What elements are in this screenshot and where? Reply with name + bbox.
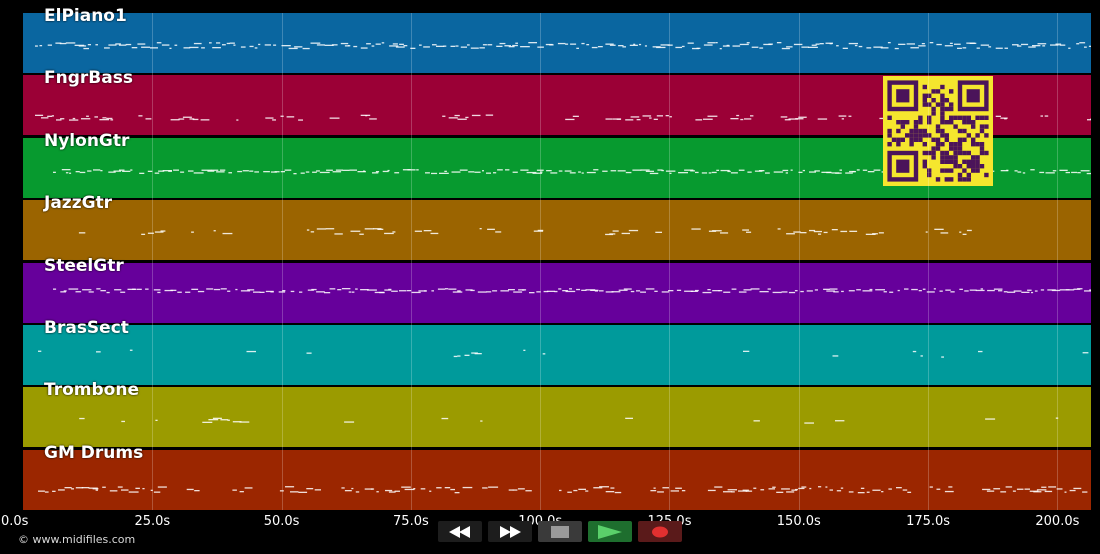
time-tick-label: 50.0s — [263, 514, 300, 529]
grid-line — [1057, 13, 1059, 510]
track-lane[interactable]: GM Drums — [23, 443, 1091, 510]
stop-button[interactable] — [538, 521, 582, 542]
track-lane[interactable]: BrasSect — [23, 318, 1091, 385]
grid-line — [798, 13, 800, 510]
track-name: FngrBass — [44, 68, 133, 88]
grid-line — [669, 13, 671, 510]
qr-code — [883, 76, 993, 186]
track-lanes: ElPiano1 FngrBass NylonGtr JazzGtr SteelGtr B… — [23, 6, 1091, 510]
play-button[interactable] — [588, 521, 632, 542]
rewind-icon — [449, 525, 470, 538]
stop-icon — [551, 525, 569, 538]
track-lane[interactable]: JazzGtr — [23, 193, 1091, 260]
transport-controls — [438, 521, 682, 543]
grid-line — [928, 13, 930, 510]
copyright-text: © www.midifiles.com — [18, 533, 136, 546]
time-tick-label: 175.0s — [906, 514, 951, 529]
fast-forward-button[interactable] — [488, 521, 532, 542]
grid-line — [410, 13, 412, 510]
track-name: ElPiano1 — [44, 6, 127, 26]
rewind-button[interactable] — [438, 521, 482, 542]
time-tick-label: 0.0s — [1, 514, 29, 529]
track-name: JazzGtr — [44, 193, 113, 213]
track-name: Trombone — [44, 380, 139, 400]
track-name: GM Drums — [44, 443, 144, 463]
play-icon — [598, 524, 622, 539]
track-name: SteelGtr — [44, 256, 124, 276]
time-tick-label: 150.0s — [776, 514, 821, 529]
track-lane[interactable]: Trombone — [23, 380, 1091, 447]
track-name: BrasSect — [44, 318, 129, 338]
time-tick-label: 200.0s — [1035, 514, 1080, 529]
track-lane[interactable]: SteelGtr — [23, 256, 1091, 323]
record-button[interactable] — [638, 521, 682, 542]
record-icon — [652, 526, 668, 537]
track-lane[interactable]: ElPiano1 — [23, 6, 1091, 73]
grid-line — [281, 13, 283, 510]
grid-line — [152, 13, 154, 510]
time-tick-label: 25.0s — [134, 514, 171, 529]
fast-forward-icon — [500, 525, 521, 538]
time-tick-label: 75.0s — [393, 514, 429, 529]
track-name: NylonGtr — [44, 131, 130, 151]
grid-line — [540, 13, 542, 510]
